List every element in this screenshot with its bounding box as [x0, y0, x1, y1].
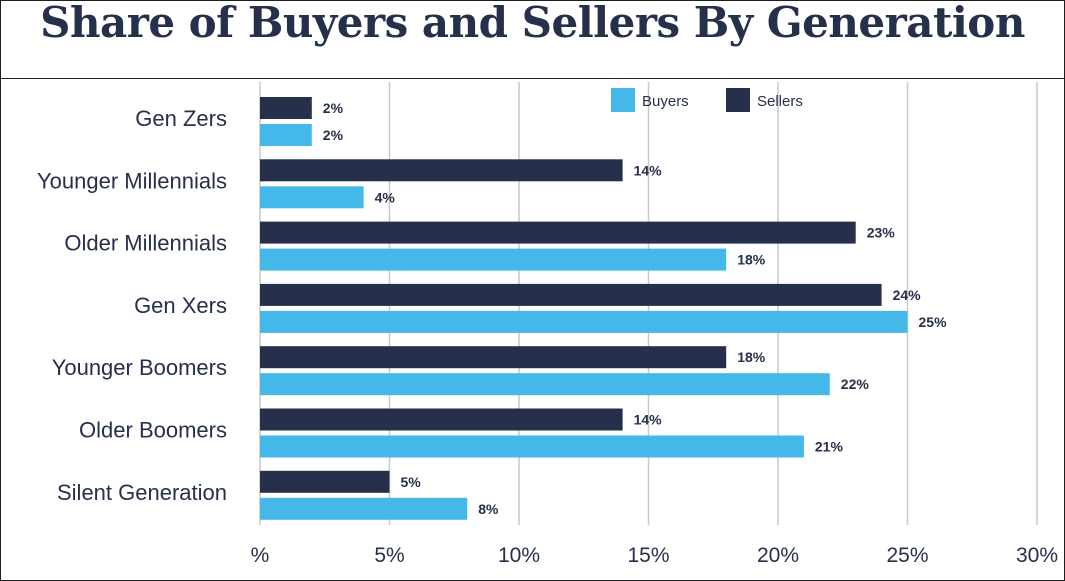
bars: [260, 97, 908, 520]
x-tick-label: 25%: [886, 544, 928, 567]
bar-sellers: [260, 470, 390, 493]
x-tick-label: %: [251, 544, 270, 567]
data-label: 22%: [841, 376, 870, 392]
data-label: 21%: [815, 439, 844, 455]
data-label: 2%: [323, 100, 344, 116]
data-label: 24%: [893, 287, 922, 303]
bar-sellers: [260, 159, 623, 182]
bar-sellers: [260, 346, 727, 369]
bar-buyers: [260, 186, 364, 209]
data-label: 25%: [919, 314, 948, 330]
legend-label-sellers: Sellers: [757, 93, 803, 110]
data-label: 8%: [478, 501, 499, 517]
bar-sellers: [260, 97, 312, 119]
category-label: Older Boomers: [79, 418, 227, 443]
category-label: Younger Boomers: [52, 355, 227, 380]
bar-buyers: [260, 373, 830, 396]
bar-buyers: [260, 248, 727, 271]
bar-buyers: [260, 497, 468, 520]
bar-buyers: [260, 124, 312, 146]
data-label: 4%: [375, 189, 396, 205]
legend-label-buyers: Buyers: [642, 93, 689, 110]
category-label: Silent Generation: [57, 480, 227, 505]
data-label: 14%: [634, 412, 663, 428]
legend: Buyers Sellers: [611, 88, 803, 112]
bar-sellers: [260, 221, 856, 244]
title-divider: [0, 78, 1065, 79]
legend-swatch-sellers: [726, 88, 750, 112]
category-label: Older Millennials: [64, 231, 227, 256]
category-label: Younger Millennials: [37, 168, 227, 193]
x-tick-label: 20%: [757, 544, 799, 567]
data-label: 5%: [401, 474, 422, 490]
category-label: Gen Zers: [135, 106, 227, 131]
labels: % 5% 10% 15% 20% 25% 30% Gen Zers 2% 2% Younger Mi…: [37, 100, 1058, 567]
x-tick-label: 30%: [1016, 544, 1058, 567]
data-label: 2%: [323, 127, 344, 143]
bar-sellers: [260, 283, 882, 306]
x-tick-label: 15%: [627, 544, 669, 567]
bar-buyers: [260, 310, 908, 333]
data-label: 18%: [737, 349, 766, 365]
chart-title: Share of Buyers and Sellers By Generatio…: [40, 0, 1025, 47]
bar-sellers: [260, 408, 623, 431]
x-tick-label: 5%: [374, 544, 404, 567]
data-label: 18%: [737, 252, 766, 268]
legend-swatch-buyers: [611, 88, 635, 112]
x-tick-label: 10%: [498, 544, 540, 567]
data-label: 14%: [634, 162, 663, 178]
data-label: 23%: [867, 225, 896, 241]
bar-buyers: [260, 435, 804, 458]
category-label: Gen Xers: [134, 293, 227, 318]
